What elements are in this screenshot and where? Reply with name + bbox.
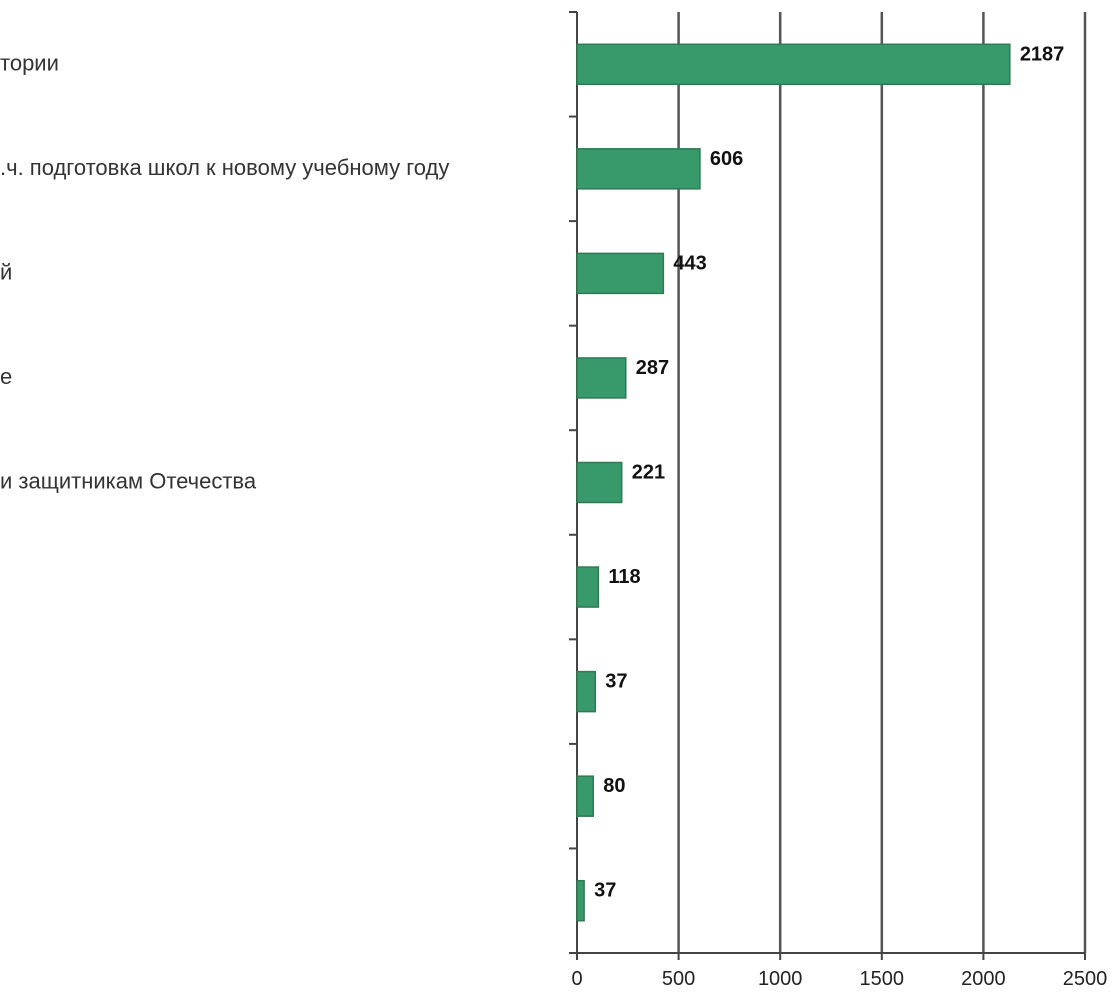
data-label: 37 [594, 880, 616, 902]
category-label: .ч. подготовка школ к новому учебному го… [0, 155, 449, 180]
bar [576, 879, 585, 922]
bar [576, 461, 623, 504]
data-label: 2187 [1020, 43, 1064, 65]
data-label: 443 [673, 252, 706, 274]
bar [576, 566, 600, 608]
bar [576, 775, 595, 817]
category-label: е [0, 364, 12, 389]
data-label: 606 [710, 148, 743, 170]
x-tick-label: 1000 [758, 968, 803, 990]
data-label: 80 [603, 775, 625, 797]
data-label: 221 [632, 462, 665, 484]
category-label: тории [0, 50, 59, 75]
x-tick-label: 0 [571, 968, 582, 990]
bar [576, 670, 597, 713]
bar [576, 148, 701, 190]
category-label: й [0, 259, 12, 284]
bar [576, 357, 627, 399]
data-label: 287 [636, 357, 669, 379]
x-tick-label: 2000 [961, 968, 1006, 990]
data-label: 37 [605, 671, 627, 693]
bar [576, 252, 665, 295]
x-tick-label: 2500 [1063, 968, 1108, 990]
bar [576, 43, 1011, 86]
category-label: и защитникам Отечества [0, 469, 257, 494]
x-tick-label: 500 [662, 968, 695, 990]
x-tick-label: 1500 [860, 968, 905, 990]
labels: 0 500 1000 1500 2000 2500 2187 тории 606 .ч. подг… [0, 43, 1107, 990]
data-label: 118 [608, 566, 640, 588]
bars [576, 43, 1011, 922]
